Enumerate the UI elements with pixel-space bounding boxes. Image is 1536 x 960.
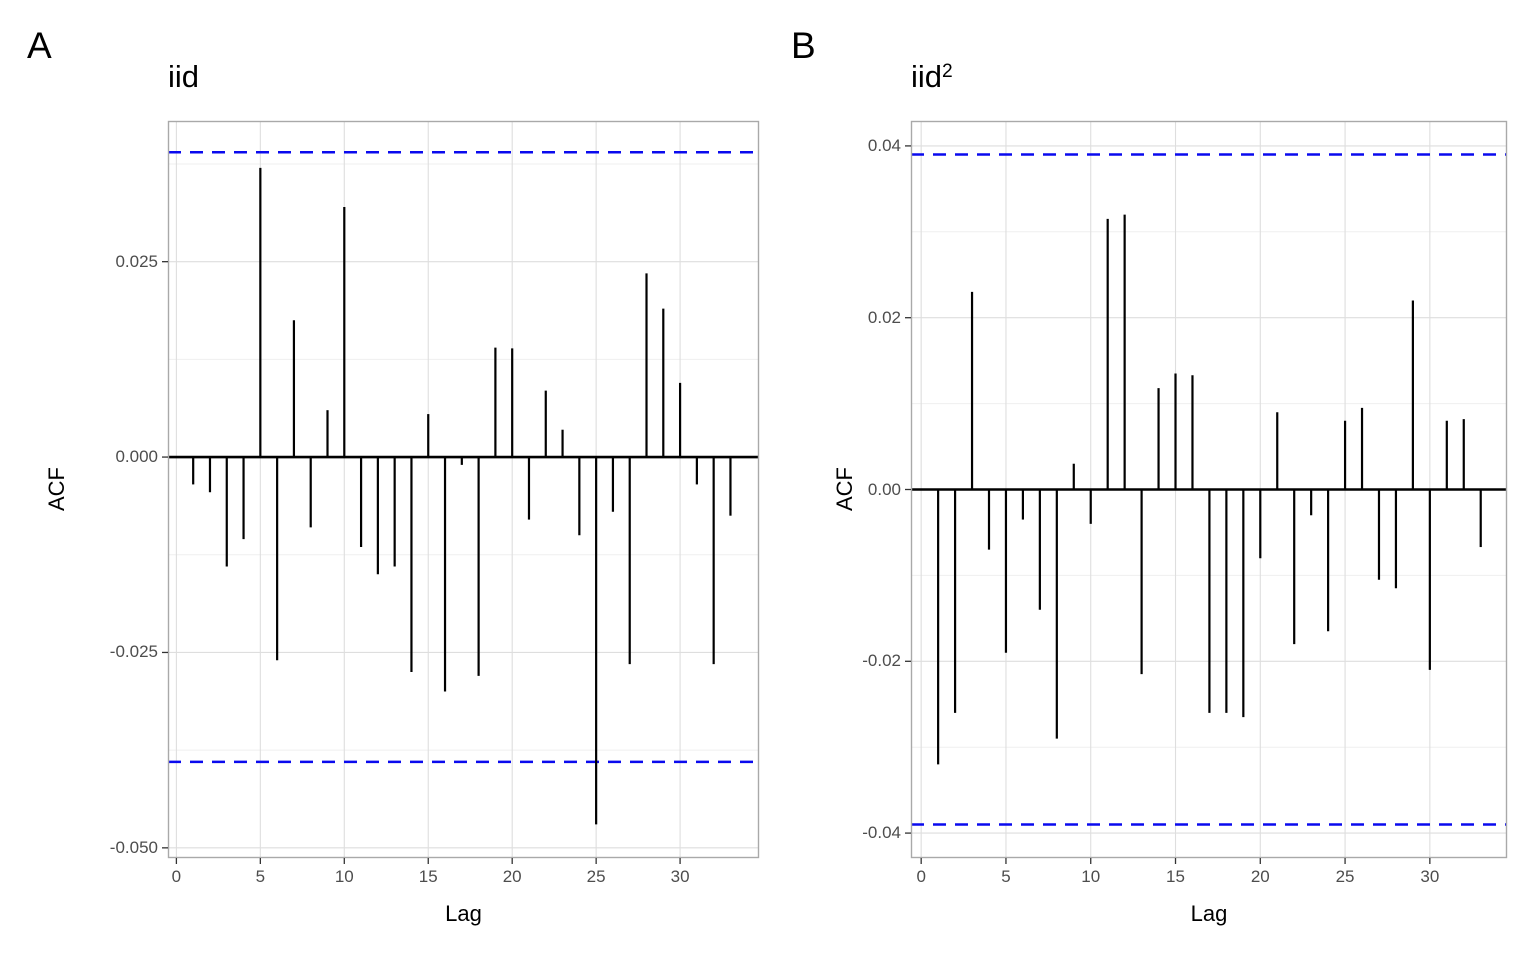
y-tick-label: 0.025 [115,251,158,271]
y-tick-label: 0.04 [867,135,901,155]
x-tick-label: 30 [670,867,690,886]
x-tick-label: 25 [1335,867,1355,886]
x-tick-label: 5 [1001,867,1011,886]
panel-title-b-superscript: 2 [942,61,953,82]
panel-border [910,120,1508,859]
x-tick-label: 20 [502,867,522,886]
acf-plot-b [905,120,1508,864]
x-tick-label: 10 [334,867,354,886]
x-tick-label: 0 [916,867,926,886]
panel-title-b-text: iid [911,59,943,94]
x-tick-label: 5 [255,867,266,886]
figure-tag-a: A [27,25,52,66]
figure-tag-b: B [791,25,816,66]
y-tick-label: -0.04 [862,823,901,843]
panel-border [167,120,760,859]
x-tick-label: 0 [171,867,182,886]
y-tick-label: -0.02 [862,651,901,671]
x-axis-title-a: Lag [445,901,482,926]
x-tick-label: 15 [418,867,438,886]
x-tick-label: 10 [1081,867,1101,886]
y-tick-label: -0.025 [109,642,158,662]
y-tick-label: -0.050 [109,837,158,857]
y-tick-label: 0.000 [115,447,158,467]
y-tick-label: 0.00 [867,479,901,499]
y-tick-label: 0.02 [867,307,901,327]
panel-title-b: iid2 [911,59,953,94]
x-tick-label: 15 [1166,867,1185,886]
x-axis-title-b: Lag [1190,901,1228,926]
x-tick-label: 20 [1250,867,1270,886]
acf-plot-a [162,120,760,864]
panel-title-a: iid [168,59,200,94]
x-tick-label: 25 [586,867,606,886]
y-axis-title-a: ACF [44,467,69,511]
panel-title-a-text: iid [168,59,200,94]
x-tick-label: 30 [1420,867,1440,886]
